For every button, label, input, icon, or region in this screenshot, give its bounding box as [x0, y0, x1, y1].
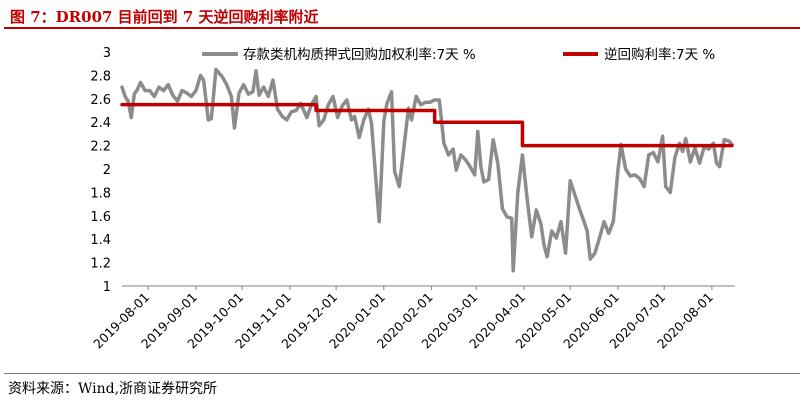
- y-tick-label: 2.4: [90, 116, 111, 131]
- y-tick-label: 1.6: [90, 210, 111, 225]
- series-line-reverse-repo-7d: [120, 102, 734, 148]
- y-tick-label: 2.2: [90, 140, 111, 155]
- legend-label: 逆回购利率:7天 %: [604, 46, 715, 63]
- legend-label: 存款类机构质押式回购加权利率:7天 %: [243, 46, 476, 63]
- y-tick-label: 1.4: [90, 233, 111, 248]
- title-divider: [4, 27, 800, 29]
- chart-legend: 存款类机构质押式回购加权利率:7天 % 逆回购利率:7天 %: [202, 46, 715, 63]
- source-divider: [4, 373, 800, 374]
- source-note: 资料来源：Wind,浙商证券研究所: [8, 381, 218, 397]
- y-tick-label: 2: [103, 163, 111, 178]
- y-tick-label: 1: [103, 280, 111, 295]
- series-line-dr007: [120, 67, 734, 273]
- figure-title: 图 7：DR007 目前回到 7 天逆回购利率附近: [10, 8, 319, 26]
- y-tick-label: 3: [103, 46, 111, 61]
- y-tick-label: 1.8: [90, 186, 111, 201]
- series-layer: [120, 67, 734, 273]
- y-tick-label: 2.6: [90, 93, 111, 108]
- y-tick-label: 2.8: [90, 69, 111, 84]
- y-tick-label: 1.2: [90, 257, 111, 272]
